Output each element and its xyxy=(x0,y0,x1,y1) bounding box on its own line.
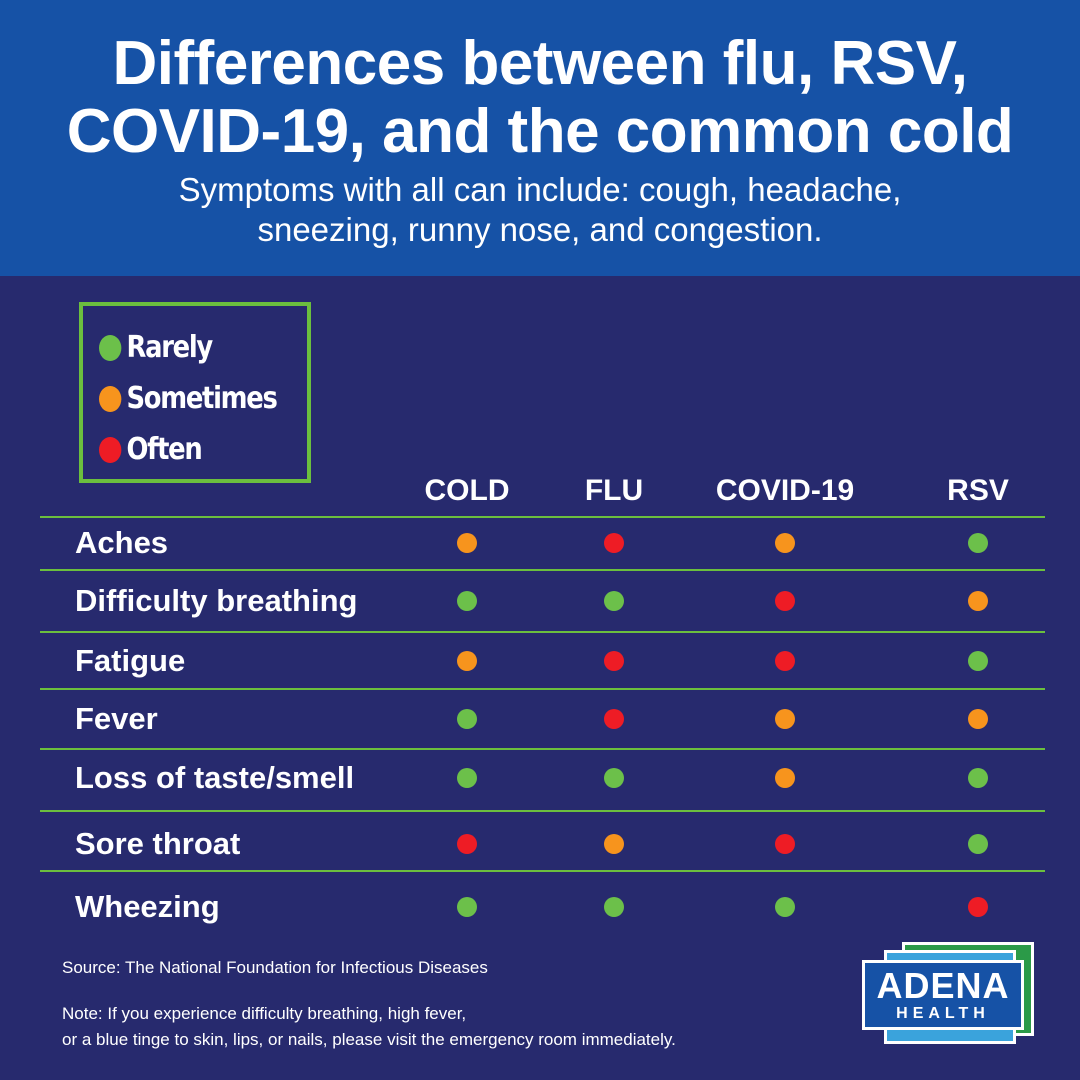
column-header-cold: COLD xyxy=(424,474,510,507)
symptom-label: Fever xyxy=(75,701,158,736)
rarely-dot-icon xyxy=(775,897,795,917)
sometimes-dot-icon xyxy=(775,533,795,553)
column-header-rsv: RSV xyxy=(947,474,1009,507)
sometimes-dot-icon xyxy=(968,709,988,729)
symptom-label: Sore throat xyxy=(75,826,241,861)
title-line-1: Differences between flu, RSV, xyxy=(112,29,968,98)
sometimes-dot-icon xyxy=(775,709,795,729)
row-divider xyxy=(40,569,1045,571)
row-divider xyxy=(40,748,1045,750)
header-banner: Differences between flu, RSV, COVID-19, … xyxy=(0,0,1080,276)
source-text: Source: The National Foundation for Infe… xyxy=(62,958,488,977)
logo-word: ADENA xyxy=(876,965,1010,1006)
green-dot-icon xyxy=(99,334,122,361)
page-subtitle: Symptoms with all can include: cough, he… xyxy=(0,170,1080,250)
legend-item-rarely: Rarely xyxy=(99,322,278,373)
often-dot-icon xyxy=(775,834,795,854)
rarely-dot-icon xyxy=(968,533,988,553)
sometimes-dot-icon xyxy=(604,834,624,854)
orange-dot-icon xyxy=(99,385,122,412)
rarely-dot-icon xyxy=(604,897,624,917)
rarely-dot-icon xyxy=(604,768,624,788)
column-header-covid-19: COVID-19 xyxy=(715,474,855,507)
note-text: Note: If you experience difficulty breat… xyxy=(62,1001,676,1053)
legend-label: Sometimes xyxy=(126,381,278,416)
legend-item-sometimes: Sometimes xyxy=(99,373,278,424)
legend: Rarely Sometimes Often xyxy=(79,302,311,483)
page-title: Differences between flu, RSV, COVID-19, … xyxy=(0,30,1080,166)
symptom-label: Aches xyxy=(75,525,169,560)
rarely-dot-icon xyxy=(968,651,988,671)
rarely-dot-icon xyxy=(968,834,988,854)
often-dot-icon xyxy=(604,709,624,729)
often-dot-icon xyxy=(604,533,624,553)
subtitle-line-1: Symptoms with all can include: cough, he… xyxy=(178,171,902,208)
sometimes-dot-icon xyxy=(457,651,477,671)
red-dot-icon xyxy=(99,436,122,463)
sometimes-dot-icon xyxy=(775,768,795,788)
often-dot-icon xyxy=(604,651,624,671)
rarely-dot-icon xyxy=(604,591,624,611)
rarely-dot-icon xyxy=(968,768,988,788)
row-divider xyxy=(40,870,1045,872)
row-divider xyxy=(40,631,1045,633)
often-dot-icon xyxy=(775,651,795,671)
legend-label: Often xyxy=(126,432,203,467)
adena-health-logo: ADENA HEALTH xyxy=(862,938,1038,1050)
row-divider xyxy=(40,810,1045,812)
sometimes-dot-icon xyxy=(457,533,477,553)
symptom-label: Wheezing xyxy=(75,889,220,924)
note-line-2: or a blue tinge to skin, lips, or nails,… xyxy=(62,1030,676,1049)
often-dot-icon xyxy=(968,897,988,917)
rarely-dot-icon xyxy=(457,897,477,917)
title-line-2: COVID-19, and the common cold xyxy=(66,97,1014,166)
often-dot-icon xyxy=(775,591,795,611)
note-line-1: Note: If you experience difficulty breat… xyxy=(62,1004,467,1023)
symptom-label: Loss of taste/smell xyxy=(75,760,355,795)
row-divider xyxy=(40,688,1045,690)
sometimes-dot-icon xyxy=(968,591,988,611)
symptom-label: Fatigue xyxy=(75,643,186,678)
column-header-flu: FLU xyxy=(584,474,644,507)
subtitle-line-2: sneezing, runny nose, and congestion. xyxy=(257,211,823,248)
symptom-label: Difficulty breathing xyxy=(75,583,358,618)
rarely-dot-icon xyxy=(457,768,477,788)
rarely-dot-icon xyxy=(457,709,477,729)
legend-item-often: Often xyxy=(99,424,278,475)
legend-label: Rarely xyxy=(126,330,214,365)
rarely-dot-icon xyxy=(457,591,477,611)
row-divider xyxy=(40,516,1045,518)
often-dot-icon xyxy=(457,834,477,854)
logo-front-panel: ADENA HEALTH xyxy=(862,960,1024,1030)
logo-subword: HEALTH xyxy=(896,1005,990,1022)
